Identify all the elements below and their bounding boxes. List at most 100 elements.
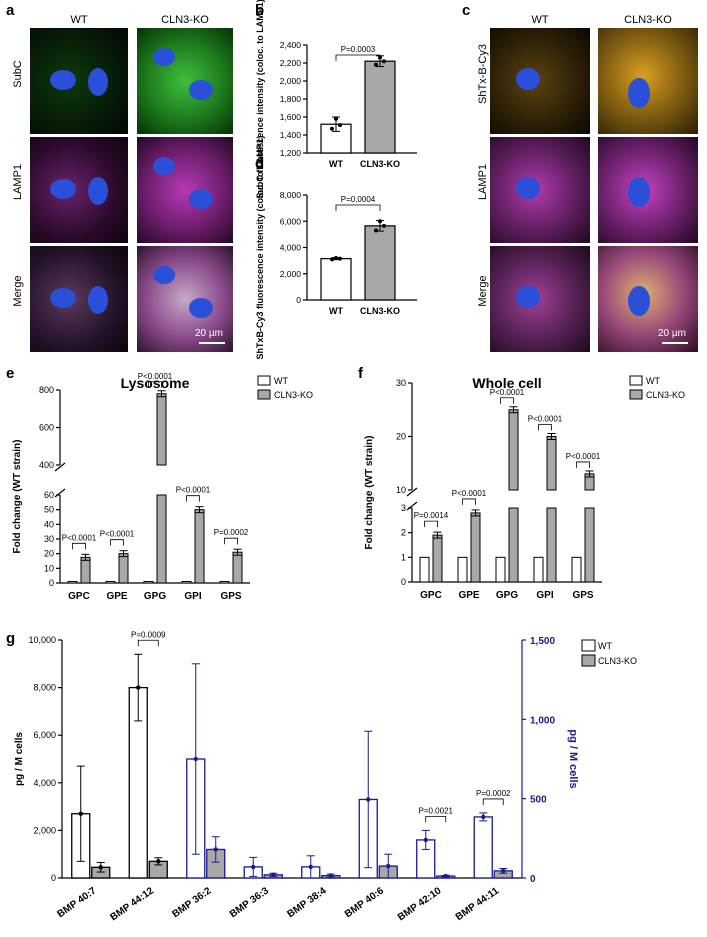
xcat-e-4: GPS — [220, 591, 241, 602]
sig-b-pvalue: P=0.0003 — [341, 45, 376, 54]
bar-ko-e-0 — [80, 556, 91, 584]
ticklabel-lo-f-3: 3 — [401, 503, 406, 513]
sig-f-0-bracket — [424, 520, 438, 528]
point-wt-g-7 — [481, 814, 486, 820]
xcat-b-1: CLN3-KO — [360, 159, 400, 169]
xcat-g-4: BMP 38:4 — [285, 885, 328, 920]
sig-d-bracket — [335, 204, 381, 211]
title-f: Whole cell — [472, 375, 541, 391]
xcat-e-1: GPE — [106, 591, 127, 602]
point-b-1-2 — [382, 59, 386, 64]
tick-label-b-4: 2,000 — [280, 76, 302, 86]
tick-label-b-1: 1,400 — [280, 130, 302, 140]
tick-label-d-0: 0 — [296, 295, 301, 305]
scale-bar-label-a: 20 µm — [195, 328, 223, 339]
sig-e-3-pvalue: P<0.0001 — [176, 486, 211, 495]
ticklabel-left-g-2: 4,000 — [33, 778, 56, 788]
legend-label-ko-f: CLN3-KO — [646, 390, 685, 400]
xcat-d-0: WT — [329, 306, 343, 316]
panel-label-f: f — [358, 365, 363, 382]
ticklabel-up-f-2: 30 — [396, 378, 406, 388]
micrograph-shtx-ko — [598, 28, 698, 134]
break-mark-1-f — [406, 487, 418, 497]
ticklabel-right-g-1: 500 — [530, 795, 547, 806]
xcat-f-0: GPC — [420, 590, 442, 601]
point-ko-g-0 — [98, 865, 103, 870]
tick-label-d-2: 4,000 — [280, 243, 302, 253]
ticklabel-right-g-2: 1,000 — [530, 715, 555, 726]
sig-e-2-pvalue: P<0.0001 — [138, 372, 173, 381]
ticklabel-left-g-4: 8,000 — [33, 683, 56, 693]
sig-e-4-pvalue: P=0.0002 — [214, 528, 249, 537]
micrograph-merge-wt-c — [490, 246, 590, 352]
bar-wt-e-2 — [143, 581, 154, 584]
point-ko-g-2 — [213, 847, 218, 852]
ticklabel-up-f-0: 10 — [396, 485, 406, 495]
bar-ko-lower-f-3 — [546, 507, 557, 583]
sig-f-2-pvalue: P<0.0001 — [490, 388, 525, 397]
ylabel-e: Fold change (WT strain) — [12, 440, 23, 554]
point-d-1-1 — [378, 219, 382, 224]
point-d-0-0 — [330, 257, 334, 262]
break-mark-2-f — [406, 501, 418, 511]
xcat-g-2: BMP 36:2 — [170, 885, 213, 920]
point-ko-g-6 — [443, 873, 448, 879]
tick-label-d-1: 2,000 — [280, 269, 302, 279]
micrograph-lamp1-wt — [30, 137, 128, 243]
point-wt-g-5 — [366, 797, 371, 802]
sig-g-1-pvalue: P=0.0009 — [131, 630, 166, 639]
legend-label-wt-f: WT — [646, 376, 660, 386]
ticklabel-lo-e-1: 10 — [44, 563, 54, 573]
panel-label-e: e — [6, 365, 15, 382]
xcat-g-5: BMP 40:6 — [343, 885, 386, 920]
bar-wt-f-4 — [571, 556, 582, 583]
ticklabel-left-g-0: 0 — [51, 873, 56, 883]
xcat-e-0: GPC — [68, 591, 90, 602]
xcat-f-4: GPS — [572, 590, 593, 601]
sig-g-7-bracket — [482, 798, 504, 805]
legend-swatch-ko-f — [629, 389, 643, 400]
tick-label-b-5: 2,200 — [280, 58, 302, 68]
micrograph-merge-ko: 20 µm — [137, 246, 233, 352]
ticklabel-lo-e-5: 50 — [44, 505, 54, 515]
sig-e-1-bracket — [110, 539, 124, 546]
legend-swatch-wt-g — [581, 639, 596, 652]
ylabel-right-g: pg / M cells — [567, 729, 579, 788]
bar-wt-e-4 — [219, 581, 230, 584]
xcat-g-7: BMP 44:11 — [454, 885, 501, 923]
point-b-0-2 — [338, 123, 342, 128]
panel-label-c: c — [462, 2, 471, 19]
point-wt-g-3 — [251, 864, 256, 870]
sig-f-2-bracket — [500, 397, 514, 404]
ticklabel-lo-e-4: 40 — [44, 519, 54, 529]
xcat-b-0: WT — [329, 159, 343, 169]
bar-wt-f-0 — [419, 556, 430, 583]
bar-ko-e-3 — [194, 509, 205, 584]
legend-swatch-ko-g — [581, 654, 596, 667]
panel-label-g: g — [6, 630, 16, 647]
point-wt-g-0 — [78, 811, 83, 816]
point-d-1-0 — [374, 228, 378, 233]
bar-ko-upper-e-2 — [156, 393, 167, 466]
col-label-ko-c: CLN3-KO — [624, 14, 672, 26]
point-wt-g-1 — [136, 685, 141, 690]
tick-label-b-0: 1,200 — [280, 148, 302, 158]
tick-label-d-4: 8,000 — [280, 190, 302, 200]
point-wt-g-4 — [308, 864, 313, 870]
col-label-wt-c: WT — [531, 14, 549, 26]
sig-d-pvalue: P=0.0004 — [341, 195, 376, 204]
point-ko-g-4 — [328, 873, 333, 878]
ticklabel-left-g-1: 2,000 — [33, 825, 56, 835]
ticklabel-right-g-3: 1,500 — [530, 636, 555, 647]
col-label-ko: CLN3-KO — [161, 14, 209, 26]
point-wt-g-2 — [193, 756, 198, 762]
bar-ko-f-1 — [470, 512, 481, 583]
point-b-0-0 — [330, 126, 334, 131]
point-d-0-1 — [334, 256, 338, 260]
break-mark-1-e — [54, 462, 66, 472]
panel-label-a: a — [6, 2, 15, 19]
ylabel-left-g: pg / M cells — [14, 732, 25, 786]
xcat-g-1: BMP 44:12 — [108, 885, 156, 923]
micrograph-lamp1-ko — [137, 137, 233, 243]
tick-label-d-3: 6,000 — [280, 216, 302, 226]
